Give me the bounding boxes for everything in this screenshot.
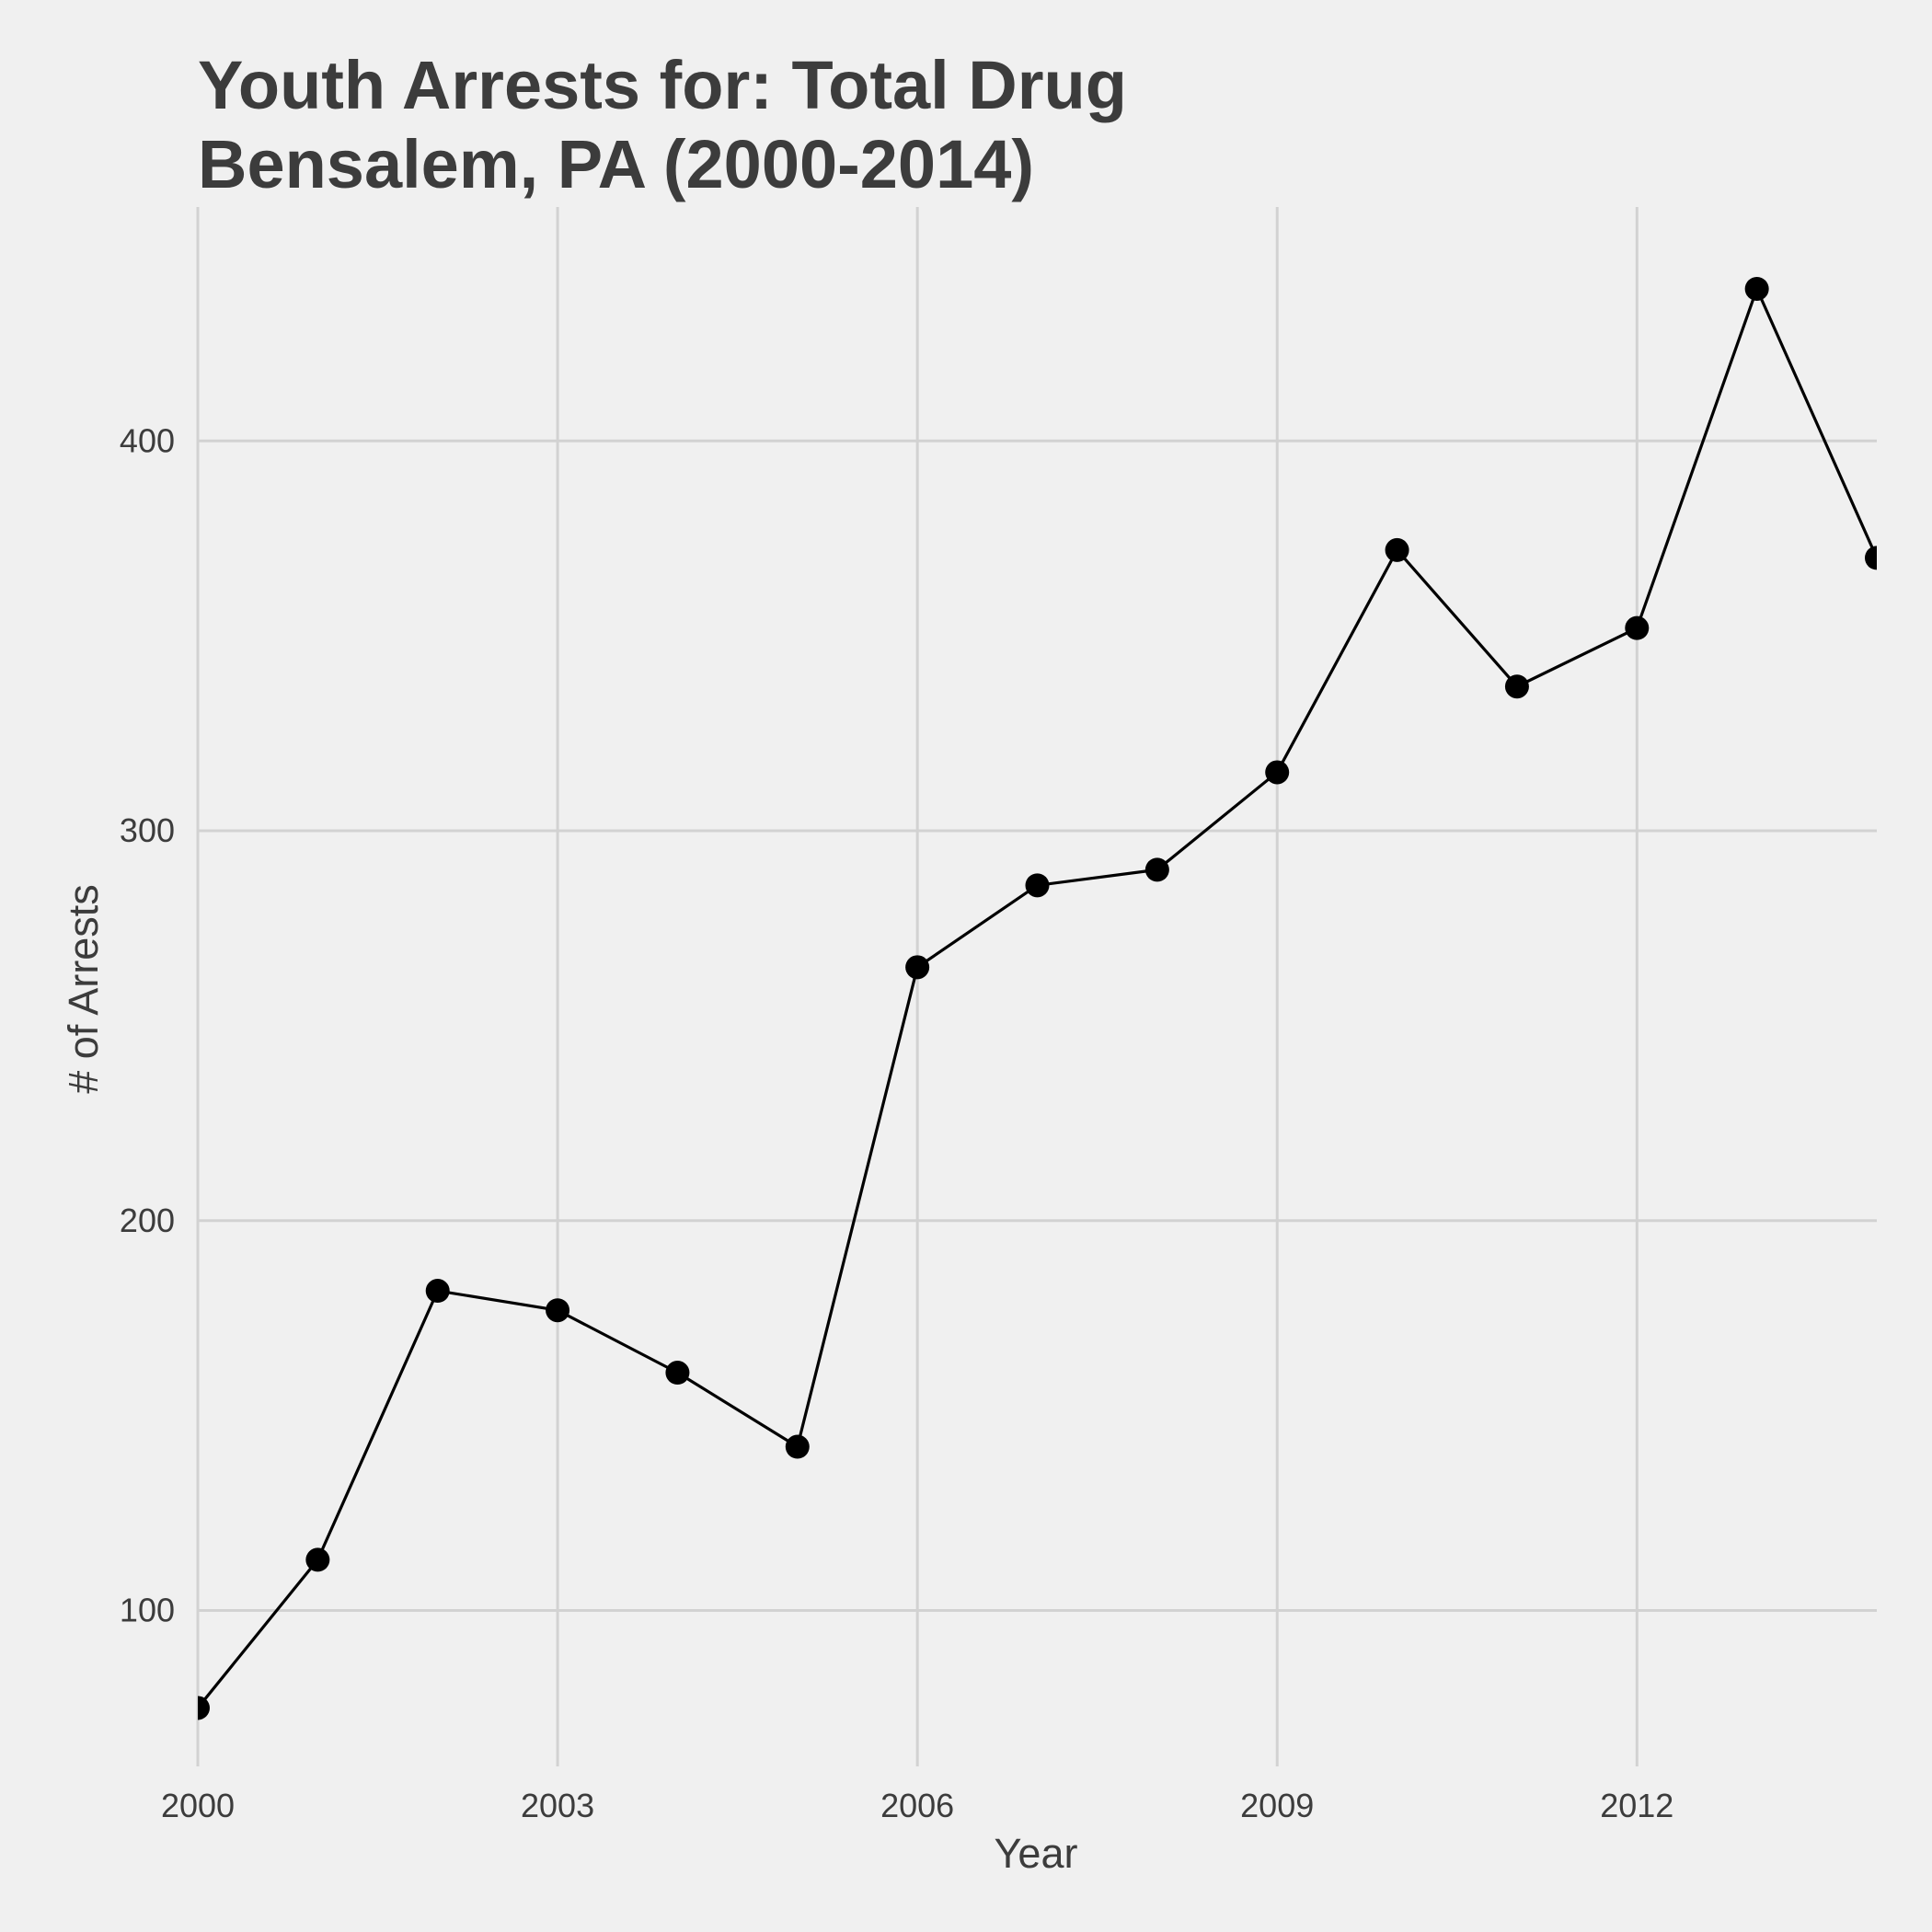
chart-subtitle: Bensalem, PA (2000-2014): [198, 126, 1035, 202]
x-tick-label: 2012: [1600, 1787, 1673, 1824]
tick-labels: 2000 2003 2006 2009 2012 100 200 300 400: [120, 421, 1673, 1824]
data-point: [1144, 857, 1169, 882]
data-point: [305, 1547, 330, 1572]
data-point: [1385, 537, 1409, 562]
x-tick-label: 2009: [1240, 1787, 1314, 1824]
data-point: [665, 1361, 690, 1386]
y-tick-label: 400: [120, 421, 175, 459]
y-tick-label: 100: [120, 1592, 175, 1629]
x-tick-label: 2000: [161, 1787, 235, 1824]
chart-title-line1: Youth Arrests for: Total Drug: [198, 47, 1127, 123]
y-axis-title: # of Arrests: [60, 884, 107, 1094]
y-tick-label: 300: [120, 811, 175, 849]
y-tick-label: 200: [120, 1202, 175, 1239]
data-point: [1625, 615, 1650, 640]
data-point: [425, 1279, 450, 1304]
data-point: [1865, 546, 1877, 570]
gridlines: [196, 207, 1877, 1766]
data-point: [546, 1298, 570, 1323]
chart-title: Youth Arrests for: Total Drug Bensalem, …: [198, 46, 1127, 204]
x-tick-label: 2003: [521, 1787, 594, 1824]
x-axis-title: Year: [995, 1830, 1078, 1877]
data-point: [1025, 873, 1050, 898]
data-point: [1504, 674, 1529, 699]
data-point: [785, 1434, 810, 1459]
data-point: [1265, 760, 1290, 785]
data-point: [1744, 276, 1769, 301]
data-point: [905, 955, 930, 980]
series-line: [198, 287, 1877, 1709]
x-tick-label: 2006: [880, 1787, 954, 1824]
data-point: [198, 1696, 210, 1720]
series: [198, 276, 1877, 1720]
